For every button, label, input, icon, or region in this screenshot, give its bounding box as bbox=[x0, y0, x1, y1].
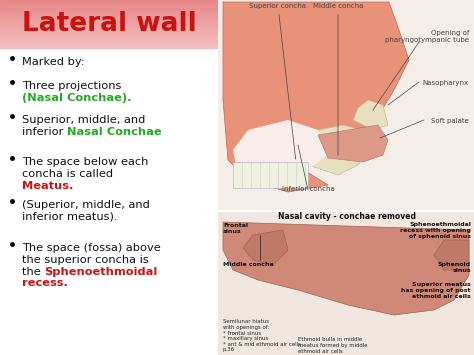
Bar bbox=[0, 41, 218, 42]
Bar bbox=[0, 28, 218, 29]
Bar bbox=[0, 10, 218, 11]
Text: inferior meatus).: inferior meatus). bbox=[22, 212, 118, 222]
Text: p.36: p.36 bbox=[223, 347, 235, 352]
Text: Middle concha: Middle concha bbox=[313, 3, 363, 155]
Text: The space (fossa) above: The space (fossa) above bbox=[22, 243, 161, 253]
Bar bbox=[0, 40, 218, 41]
Bar bbox=[0, 15, 218, 16]
Bar bbox=[0, 19, 218, 20]
Bar bbox=[0, 32, 218, 33]
Bar bbox=[0, 20, 218, 21]
Bar bbox=[0, 29, 218, 30]
Text: Middle concha: Middle concha bbox=[223, 262, 273, 267]
Text: Nasopharynx: Nasopharynx bbox=[423, 80, 469, 86]
Text: Sphenoid
sinus: Sphenoid sinus bbox=[438, 262, 471, 273]
Bar bbox=[218, 212, 474, 355]
Bar bbox=[0, 21, 218, 22]
Polygon shape bbox=[223, 222, 469, 315]
Bar bbox=[0, 17, 218, 18]
Polygon shape bbox=[434, 240, 469, 270]
Bar bbox=[0, 16, 218, 17]
Text: Sphenoethmoidal
recess with opening
of sphenoid sinus: Sphenoethmoidal recess with opening of s… bbox=[400, 222, 471, 239]
Text: Marked by:: Marked by: bbox=[22, 57, 85, 67]
Text: Nasal Conchae: Nasal Conchae bbox=[67, 127, 162, 137]
Bar bbox=[0, 27, 218, 28]
Bar bbox=[0, 24, 218, 25]
Bar bbox=[0, 7, 218, 8]
Bar bbox=[0, 5, 218, 6]
Bar bbox=[0, 37, 218, 38]
Polygon shape bbox=[243, 230, 288, 265]
Bar bbox=[0, 11, 218, 12]
Polygon shape bbox=[223, 2, 409, 192]
Bar bbox=[0, 43, 218, 44]
Bar bbox=[0, 13, 218, 14]
Text: Meatus.: Meatus. bbox=[22, 181, 73, 191]
Bar bbox=[0, 31, 218, 32]
Bar bbox=[0, 4, 218, 5]
Text: (Superior, middle, and: (Superior, middle, and bbox=[22, 200, 150, 210]
Text: Sphenoethmoidal: Sphenoethmoidal bbox=[45, 267, 158, 277]
Bar bbox=[0, 18, 218, 19]
Polygon shape bbox=[318, 125, 388, 162]
Polygon shape bbox=[233, 162, 308, 188]
Text: Nasal cavity - conchae removed: Nasal cavity - conchae removed bbox=[278, 212, 416, 221]
Text: Superior meatus
has opening of post
ethmoid air cells: Superior meatus has opening of post ethm… bbox=[401, 282, 471, 299]
Bar bbox=[0, 26, 218, 27]
Text: inferior: inferior bbox=[22, 127, 67, 137]
Bar bbox=[0, 2, 218, 3]
Text: Soft palate: Soft palate bbox=[431, 118, 469, 124]
Bar bbox=[0, 3, 218, 4]
Bar bbox=[0, 36, 218, 37]
Bar bbox=[0, 1, 218, 2]
Polygon shape bbox=[353, 100, 388, 130]
Text: Inferior concha: Inferior concha bbox=[282, 186, 334, 192]
Bar bbox=[0, 34, 218, 35]
Bar bbox=[0, 46, 218, 47]
Text: Ethmoid bulla in middle
meatus formed by middle
ethmoid air cells: Ethmoid bulla in middle meatus formed by… bbox=[298, 337, 367, 354]
Polygon shape bbox=[233, 120, 328, 175]
Bar bbox=[0, 30, 218, 31]
Text: concha is called: concha is called bbox=[22, 169, 113, 179]
Text: Lateral wall: Lateral wall bbox=[22, 11, 196, 37]
Bar bbox=[0, 33, 218, 34]
Text: (Nasal Conchae).: (Nasal Conchae). bbox=[22, 93, 131, 103]
Bar bbox=[0, 23, 218, 24]
Text: Three projections: Three projections bbox=[22, 81, 121, 91]
Text: Semilunar hiatus
with openings of:
* frontal sinus
* maxillary sinus
* ant & mid: Semilunar hiatus with openings of: * fro… bbox=[223, 319, 301, 347]
Bar bbox=[0, 39, 218, 40]
Bar bbox=[0, 22, 218, 23]
Bar bbox=[0, 38, 218, 39]
Bar bbox=[0, 35, 218, 36]
Bar bbox=[0, 44, 218, 45]
Text: The space below each: The space below each bbox=[22, 157, 148, 167]
Text: the: the bbox=[22, 267, 45, 277]
Bar bbox=[0, 0, 218, 1]
Bar bbox=[0, 45, 218, 46]
Text: Superior concha: Superior concha bbox=[249, 3, 307, 159]
Bar bbox=[0, 47, 218, 48]
Polygon shape bbox=[278, 125, 373, 175]
Text: Opening of
pharyngotympanic tube: Opening of pharyngotympanic tube bbox=[385, 30, 469, 43]
Bar bbox=[0, 9, 218, 10]
Bar bbox=[218, 0, 474, 210]
Text: the superior concha is: the superior concha is bbox=[22, 255, 149, 265]
Bar bbox=[0, 8, 218, 9]
Bar bbox=[0, 14, 218, 15]
Text: recess.: recess. bbox=[22, 278, 68, 288]
Bar bbox=[0, 42, 218, 43]
Text: Superior, middle, and: Superior, middle, and bbox=[22, 115, 146, 125]
Bar bbox=[0, 12, 218, 13]
Text: Frontal
sinus: Frontal sinus bbox=[223, 223, 248, 234]
Bar bbox=[0, 25, 218, 26]
Bar bbox=[0, 6, 218, 7]
